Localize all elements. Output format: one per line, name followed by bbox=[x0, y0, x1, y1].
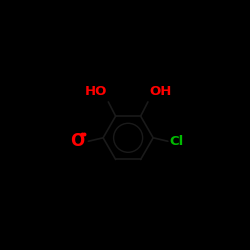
Text: O: O bbox=[70, 132, 84, 150]
Text: Cl: Cl bbox=[170, 135, 184, 148]
Text: OH: OH bbox=[149, 86, 171, 98]
Text: HO: HO bbox=[85, 86, 107, 98]
